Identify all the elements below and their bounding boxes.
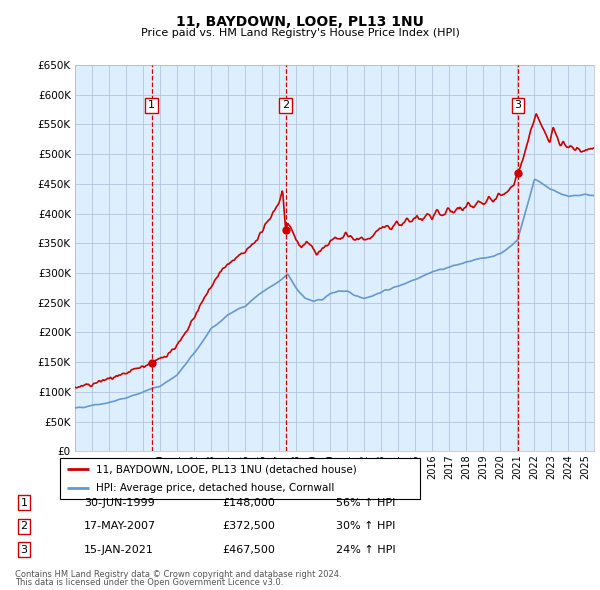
Text: 17-MAY-2007: 17-MAY-2007	[84, 521, 156, 531]
Text: 30-JUN-1999: 30-JUN-1999	[84, 498, 155, 507]
Text: 11, BAYDOWN, LOOE, PL13 1NU (detached house): 11, BAYDOWN, LOOE, PL13 1NU (detached ho…	[96, 464, 357, 474]
Text: £467,500: £467,500	[222, 545, 275, 555]
Text: Contains HM Land Registry data © Crown copyright and database right 2024.: Contains HM Land Registry data © Crown c…	[15, 571, 341, 579]
Text: HPI: Average price, detached house, Cornwall: HPI: Average price, detached house, Corn…	[96, 483, 334, 493]
Text: £372,500: £372,500	[222, 521, 275, 531]
Text: 30% ↑ HPI: 30% ↑ HPI	[336, 521, 395, 531]
Text: 1: 1	[20, 498, 28, 507]
Text: 15-JAN-2021: 15-JAN-2021	[84, 545, 154, 555]
Text: This data is licensed under the Open Government Licence v3.0.: This data is licensed under the Open Gov…	[15, 578, 283, 587]
Text: 11, BAYDOWN, LOOE, PL13 1NU: 11, BAYDOWN, LOOE, PL13 1NU	[176, 15, 424, 29]
Text: Price paid vs. HM Land Registry's House Price Index (HPI): Price paid vs. HM Land Registry's House …	[140, 28, 460, 38]
Text: 56% ↑ HPI: 56% ↑ HPI	[336, 498, 395, 507]
Text: 24% ↑ HPI: 24% ↑ HPI	[336, 545, 395, 555]
Text: 3: 3	[20, 545, 28, 555]
Text: £148,000: £148,000	[222, 498, 275, 507]
Text: 3: 3	[515, 100, 521, 110]
Text: 1: 1	[148, 100, 155, 110]
Text: 2: 2	[282, 100, 289, 110]
Text: 2: 2	[20, 521, 28, 531]
